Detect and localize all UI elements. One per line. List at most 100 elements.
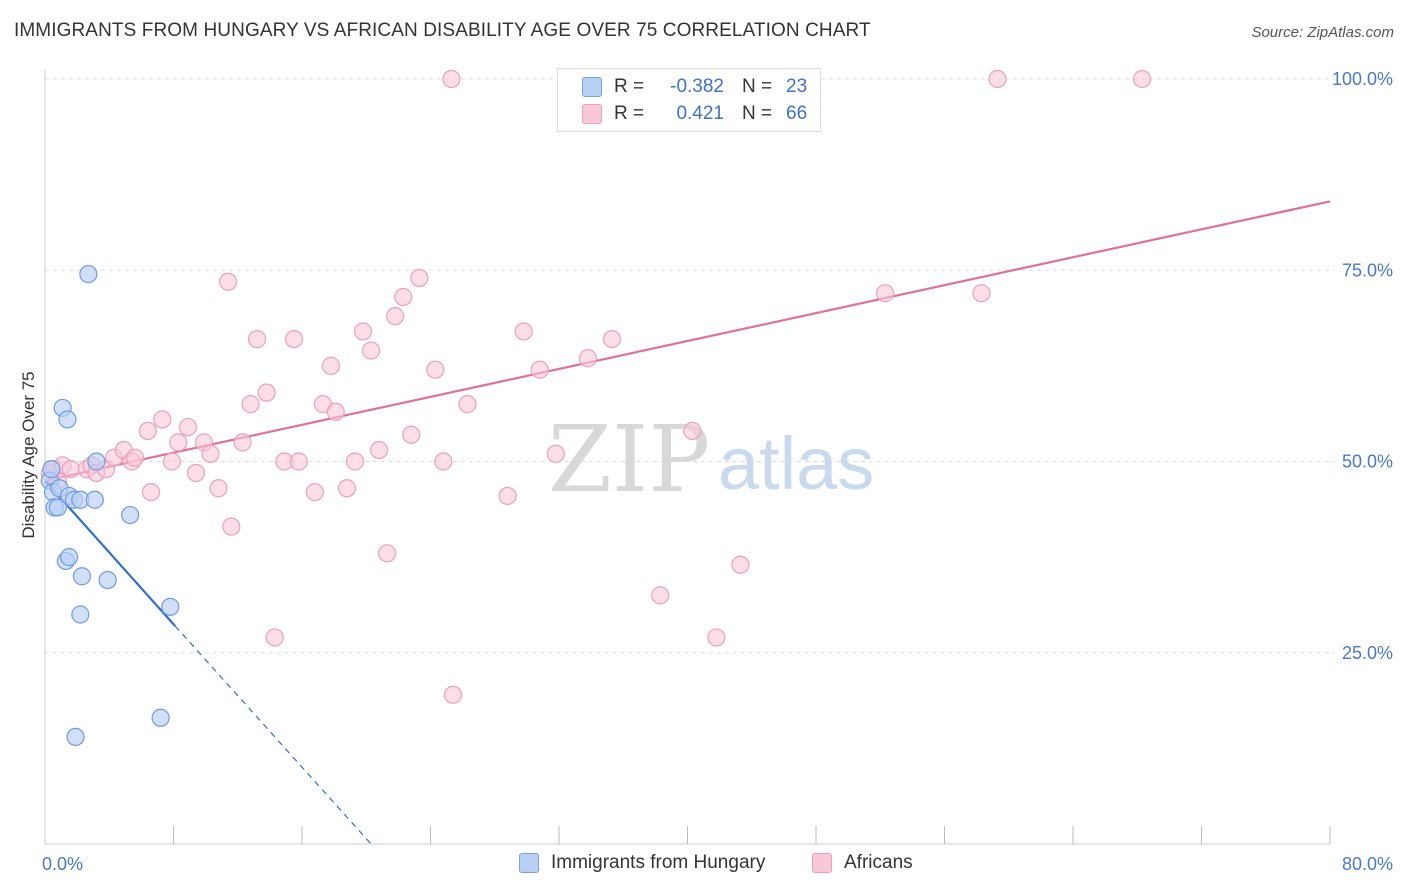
africans-point-32 <box>289 452 308 471</box>
africans-point-12 <box>125 448 145 467</box>
africans-point-57 <box>578 349 598 368</box>
africans-point-43 <box>386 307 405 326</box>
africans-point-52 <box>498 486 517 506</box>
africans-swatch <box>582 104 602 124</box>
hungary-point-18 <box>121 505 140 525</box>
hungary-point-19 <box>161 597 180 616</box>
hungary-point-22 <box>42 460 61 479</box>
hungary-point-3 <box>48 498 67 517</box>
legend-label-africans: Africans <box>844 852 913 873</box>
africans-point-53 <box>514 322 533 341</box>
tick-labels: 25.0% 50.0% 75.0% 100.0% 0.0% 80.0% <box>42 69 1393 874</box>
africans-point-37 <box>337 479 357 498</box>
hungary-point-9 <box>59 548 79 567</box>
legend-item-hungary[interactable]: Immigrants from Hungary <box>519 852 765 874</box>
africans-point-27 <box>247 330 267 349</box>
watermark-atlas: atlas <box>718 422 874 505</box>
n-value: 66 <box>786 103 808 124</box>
n-value: 23 <box>786 76 808 97</box>
africans-point-64 <box>972 284 991 303</box>
africans-point-19 <box>186 463 206 483</box>
stats-row-hungary: R = -0.382 N = 23 <box>582 75 807 99</box>
africans-point-65 <box>988 69 1007 89</box>
n-label: N = <box>742 76 773 97</box>
hungary-point-20 <box>151 708 170 727</box>
watermark-zip: ZIP <box>548 406 710 513</box>
africans-point-16 <box>162 452 181 471</box>
africans-point-40 <box>361 341 381 360</box>
y-tick-label-100: 100.0% <box>1332 69 1393 89</box>
hungary-swatch <box>582 77 602 97</box>
x-tick-label-0: 0.0% <box>42 854 83 874</box>
africans-point-26 <box>241 395 260 414</box>
africans-point-51 <box>458 395 477 414</box>
africans-point-41 <box>370 440 389 460</box>
africans-point-66 <box>1132 69 1152 89</box>
africans-point-35 <box>321 356 341 375</box>
africans-point-59 <box>651 586 670 605</box>
africans-point-63 <box>875 284 895 303</box>
africans-point-58 <box>602 330 622 349</box>
africans-point-45 <box>402 425 421 444</box>
africans-point-50 <box>443 685 463 704</box>
gridlines <box>45 78 1335 654</box>
africans-trend-line <box>44 200 1331 482</box>
africans-point-33 <box>305 483 324 502</box>
africans-point-48 <box>434 452 453 471</box>
hungary-point-17 <box>98 570 117 590</box>
stats-row-africans: R = 0.421 N = 66 <box>582 102 807 126</box>
hungary-legend-swatch <box>519 853 539 873</box>
legend-label-hungary: Immigrants from Hungary <box>551 852 766 873</box>
axes <box>44 70 1331 845</box>
africans-point-22 <box>209 479 228 498</box>
africans-point-21 <box>201 444 220 463</box>
y-tick-label-75: 75.0% <box>1342 260 1393 280</box>
hungary-point-14 <box>79 264 98 284</box>
hungary-point-6 <box>58 410 77 429</box>
africans-point-31 <box>284 330 304 349</box>
r-label: R = <box>614 103 645 124</box>
chart-title: IMMIGRANTS FROM HUNGARY VS AFRICAN DISAB… <box>14 20 871 41</box>
africans-point-44 <box>394 287 413 307</box>
series-legend: Immigrants from Hungary Africans <box>0 852 1406 878</box>
y-tick-label-50: 50.0% <box>1342 452 1393 472</box>
stats-legend: R = -0.382 N = 23 R = 0.421 N = 66 <box>557 68 821 132</box>
africans-point-62 <box>731 555 750 574</box>
africans-point-55 <box>546 444 565 463</box>
africans-point-15 <box>153 410 172 429</box>
r-value: -0.382 <box>670 76 724 97</box>
n-label: N = <box>742 103 773 124</box>
africans-point-60 <box>683 421 702 440</box>
africans-legend-swatch <box>812 853 832 873</box>
hungary-trend-extension <box>174 625 372 845</box>
africans-point-18 <box>178 417 198 437</box>
watermark: ZIP atlas <box>548 406 874 513</box>
r-label: R = <box>614 76 645 97</box>
africans-point-25 <box>233 433 252 452</box>
africans-point-14 <box>141 483 161 502</box>
africans-point-47 <box>426 360 445 379</box>
africans-point-23 <box>219 272 238 291</box>
africans-point-61 <box>707 628 726 647</box>
x-tick-label-80: 80.0% <box>1342 854 1393 874</box>
y-tick-label-25: 25.0% <box>1342 643 1393 663</box>
r-value: 0.421 <box>676 103 724 124</box>
africans-point-42 <box>378 544 397 563</box>
africans-point-29 <box>265 628 284 647</box>
source-note: Source: ZipAtlas.com <box>1251 24 1394 41</box>
hungary-point-12 <box>72 567 92 586</box>
africans-point-4 <box>61 460 80 479</box>
africans-point-54 <box>530 360 549 379</box>
africans-point-46 <box>410 268 429 287</box>
africans-point-13 <box>138 421 157 440</box>
hungary-point-16 <box>85 490 104 509</box>
africans-point-36 <box>326 402 345 421</box>
africans-point-39 <box>353 322 373 341</box>
hungary-point-21 <box>66 727 85 747</box>
legend-item-africans[interactable]: Africans <box>812 852 913 874</box>
africans-point-38 <box>345 452 365 471</box>
africans-point-24 <box>222 517 241 536</box>
africans-point-17 <box>169 433 188 452</box>
hungary-point-15 <box>87 452 106 471</box>
